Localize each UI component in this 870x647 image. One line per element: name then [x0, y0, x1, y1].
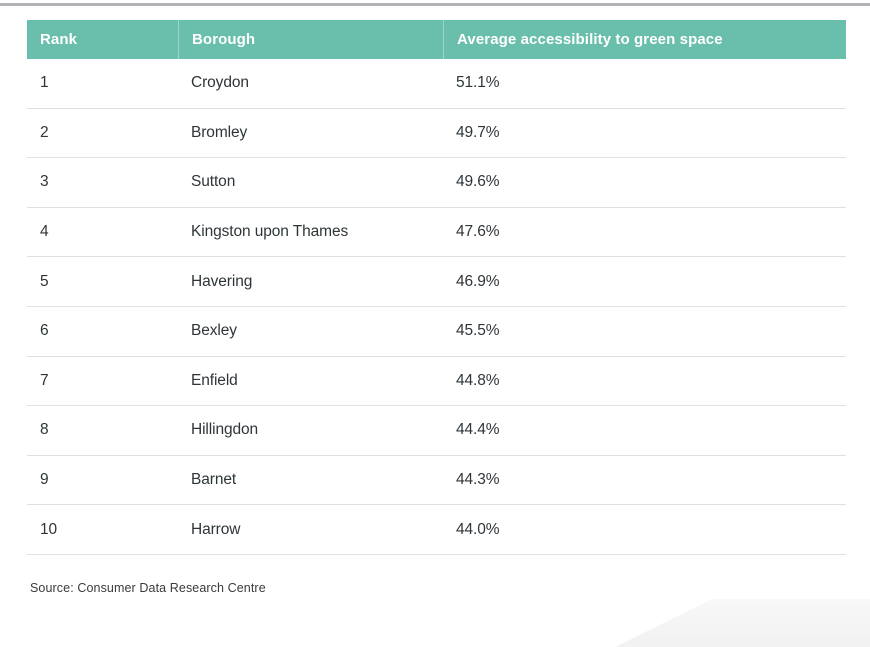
- table-row: 10 Harrow 44.0%: [27, 505, 846, 555]
- header-cell-accessibility: Average accessibility to green space: [443, 20, 846, 59]
- rank-cell: 7: [40, 371, 49, 389]
- rank-cell: 8: [40, 421, 49, 439]
- top-divider-rule: [0, 3, 870, 6]
- table-row: 2 Bromley 49.7%: [27, 109, 846, 159]
- table-row: 5 Havering 46.9%: [27, 257, 846, 307]
- green-space-table: Rank Borough Average accessibility to gr…: [27, 20, 846, 555]
- table-row: 4 Kingston upon Thames 47.6%: [27, 208, 846, 258]
- value-cell: 51.1%: [456, 74, 500, 92]
- value-cell: 46.9%: [456, 272, 500, 290]
- header-cell-rank: Rank: [40, 31, 78, 48]
- table-row: 6 Bexley 45.5%: [27, 307, 846, 357]
- borough-cell: Bromley: [191, 123, 248, 141]
- borough-cell: Kingston upon Thames: [191, 223, 349, 241]
- table-header-row: Rank Borough Average accessibility to gr…: [27, 20, 846, 59]
- rank-cell: 1: [40, 74, 49, 92]
- value-cell: 49.7%: [456, 123, 500, 141]
- value-cell: 44.8%: [456, 371, 500, 389]
- borough-cell: Hillingdon: [191, 421, 259, 439]
- value-cell: 45.5%: [456, 322, 500, 340]
- header-cell-borough: Borough: [178, 20, 443, 59]
- rank-cell: 6: [40, 322, 49, 340]
- borough-cell: Croydon: [191, 74, 249, 92]
- rank-cell: 2: [40, 123, 49, 141]
- rank-cell: 5: [40, 272, 49, 290]
- borough-cell: Enfield: [191, 371, 238, 389]
- borough-cell: Bexley: [191, 322, 237, 340]
- table-row: 9 Barnet 44.3%: [27, 456, 846, 506]
- value-cell: 44.3%: [456, 471, 500, 489]
- rank-cell: 4: [40, 223, 49, 241]
- borough-cell: Barnet: [191, 471, 237, 489]
- table-row: 3 Sutton 49.6%: [27, 158, 846, 208]
- borough-cell: Havering: [191, 272, 253, 290]
- rank-cell: 10: [40, 520, 58, 538]
- borough-cell: Harrow: [191, 520, 241, 538]
- borough-cell: Sutton: [191, 173, 236, 191]
- value-cell: 49.6%: [456, 173, 500, 191]
- value-cell: 47.6%: [456, 223, 500, 241]
- table-row: 1 Croydon 51.1%: [27, 59, 846, 109]
- rank-cell: 3: [40, 173, 49, 191]
- corner-shadow-artifact: [615, 599, 870, 647]
- table-row: 7 Enfield 44.8%: [27, 357, 846, 407]
- table-row: 8 Hillingdon 44.4%: [27, 406, 846, 456]
- source-attribution: Source: Consumer Data Research Centre: [30, 581, 266, 595]
- value-cell: 44.0%: [456, 520, 500, 538]
- value-cell: 44.4%: [456, 421, 500, 439]
- rank-cell: 9: [40, 471, 49, 489]
